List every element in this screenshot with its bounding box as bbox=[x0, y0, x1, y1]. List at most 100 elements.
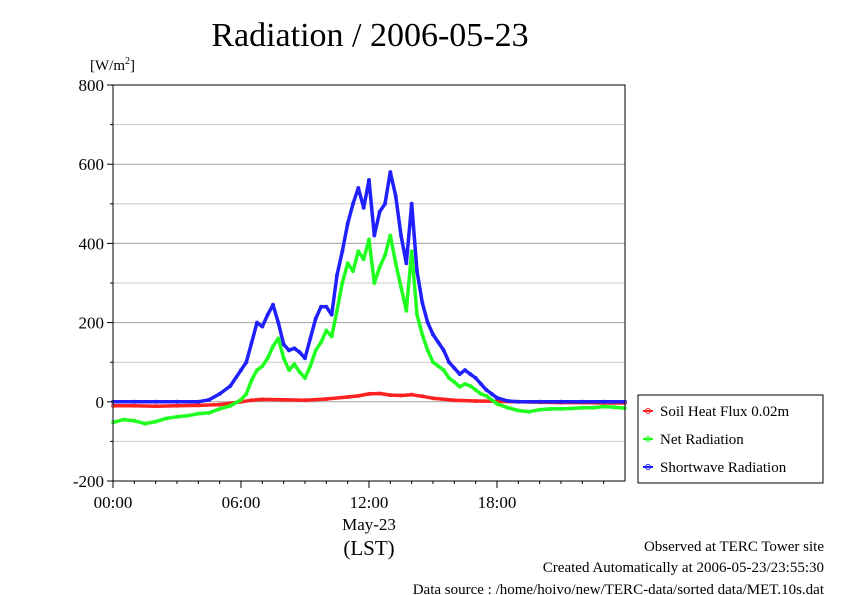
data-point bbox=[516, 408, 521, 413]
data-point bbox=[436, 364, 441, 369]
data-point bbox=[366, 178, 371, 183]
data-point bbox=[484, 393, 489, 398]
data-point bbox=[382, 201, 387, 206]
data-point bbox=[430, 332, 435, 337]
footer-data-source: Data source : /home/hoivo/new/TERC-data/… bbox=[413, 582, 825, 595]
data-point bbox=[350, 201, 355, 206]
data-point bbox=[489, 397, 494, 402]
data-point bbox=[254, 320, 259, 325]
data-point bbox=[473, 376, 478, 381]
data-point bbox=[153, 404, 158, 409]
data-point bbox=[420, 332, 425, 337]
data-point bbox=[414, 312, 419, 317]
data-point bbox=[324, 397, 329, 402]
x-axis-timezone-label: (LST) bbox=[343, 536, 394, 560]
data-point bbox=[388, 170, 393, 175]
data-point bbox=[281, 356, 286, 361]
data-point bbox=[388, 393, 393, 398]
data-point bbox=[345, 221, 350, 226]
data-point bbox=[580, 399, 585, 404]
data-point bbox=[265, 312, 270, 317]
data-point bbox=[206, 397, 211, 402]
data-point bbox=[340, 249, 345, 254]
data-point bbox=[313, 316, 318, 321]
axis-ticks: 800 600 400 200 0 -200 00:00 06:00 12:00 18:00 bbox=[73, 76, 605, 512]
data-point bbox=[292, 362, 297, 367]
data-point bbox=[297, 350, 302, 355]
data-point bbox=[217, 402, 222, 407]
y-tick-label: 600 bbox=[79, 155, 105, 174]
data-point bbox=[377, 209, 382, 214]
legend-label-shortwave-radiation: Shortwave Radiation bbox=[660, 460, 787, 476]
data-point bbox=[452, 398, 457, 403]
data-point bbox=[452, 366, 457, 371]
data-point bbox=[430, 360, 435, 365]
data-point bbox=[313, 348, 318, 353]
x-axis-date-label: May-23 bbox=[342, 515, 396, 534]
data-point bbox=[196, 399, 201, 404]
legend: Soil Heat Flux 0.02m Net Radiation Short… bbox=[637, 394, 824, 484]
data-point bbox=[409, 249, 414, 254]
data-point bbox=[281, 397, 286, 402]
data-point bbox=[308, 364, 313, 369]
data-point bbox=[494, 395, 499, 400]
data-point bbox=[569, 406, 574, 411]
legend-entry-soil-heat-flux: Soil Heat Flux 0.02m bbox=[643, 404, 790, 420]
data-point bbox=[441, 368, 446, 373]
data-point bbox=[377, 391, 382, 396]
data-point bbox=[366, 391, 371, 396]
data-point bbox=[473, 399, 478, 404]
data-point bbox=[249, 378, 254, 383]
data-point bbox=[174, 403, 179, 408]
data-point bbox=[478, 391, 483, 396]
data-point bbox=[206, 410, 211, 415]
data-point bbox=[270, 344, 275, 349]
data-point bbox=[505, 405, 510, 410]
data-point bbox=[356, 393, 361, 398]
legend-entry-net-radiation: Net Radiation bbox=[643, 432, 744, 448]
data-point bbox=[340, 280, 345, 285]
y-tick-label: 0 bbox=[96, 393, 105, 412]
data-point bbox=[441, 348, 446, 353]
data-point bbox=[132, 399, 137, 404]
data-point bbox=[398, 284, 403, 289]
data-point bbox=[537, 407, 542, 412]
data-point bbox=[377, 265, 382, 270]
data-point bbox=[478, 381, 483, 386]
data-point bbox=[249, 340, 254, 345]
data-point bbox=[489, 391, 494, 396]
data-point bbox=[324, 304, 329, 309]
data-point bbox=[398, 233, 403, 238]
data-point bbox=[270, 302, 275, 307]
data-point bbox=[559, 406, 564, 411]
data-point bbox=[468, 383, 473, 388]
y-unit-superscript: 2 bbox=[125, 56, 130, 67]
series-line-2 bbox=[113, 170, 625, 404]
data-point bbox=[356, 185, 361, 190]
data-point bbox=[318, 304, 323, 309]
data-point bbox=[548, 406, 553, 411]
data-point bbox=[388, 233, 393, 238]
data-point bbox=[462, 368, 467, 373]
data-point bbox=[286, 348, 291, 353]
data-point bbox=[244, 360, 249, 365]
data-point bbox=[334, 273, 339, 278]
data-point bbox=[329, 334, 334, 339]
x-tick-label: 00:00 bbox=[94, 493, 133, 512]
data-point bbox=[132, 403, 137, 408]
data-point bbox=[404, 261, 409, 266]
data-point bbox=[393, 261, 398, 266]
data-point bbox=[260, 364, 265, 369]
data-point bbox=[174, 399, 179, 404]
data-point bbox=[537, 399, 542, 404]
data-point bbox=[121, 417, 126, 422]
data-point bbox=[559, 399, 564, 404]
data-point bbox=[260, 324, 265, 329]
data-point bbox=[302, 356, 307, 361]
legend-entry-shortwave-radiation: Shortwave Radiation bbox=[643, 460, 787, 476]
data-point bbox=[393, 193, 398, 198]
data-point bbox=[356, 249, 361, 254]
data-point bbox=[164, 416, 169, 421]
x-tick-label: 06:00 bbox=[222, 493, 261, 512]
data-point bbox=[452, 379, 457, 384]
